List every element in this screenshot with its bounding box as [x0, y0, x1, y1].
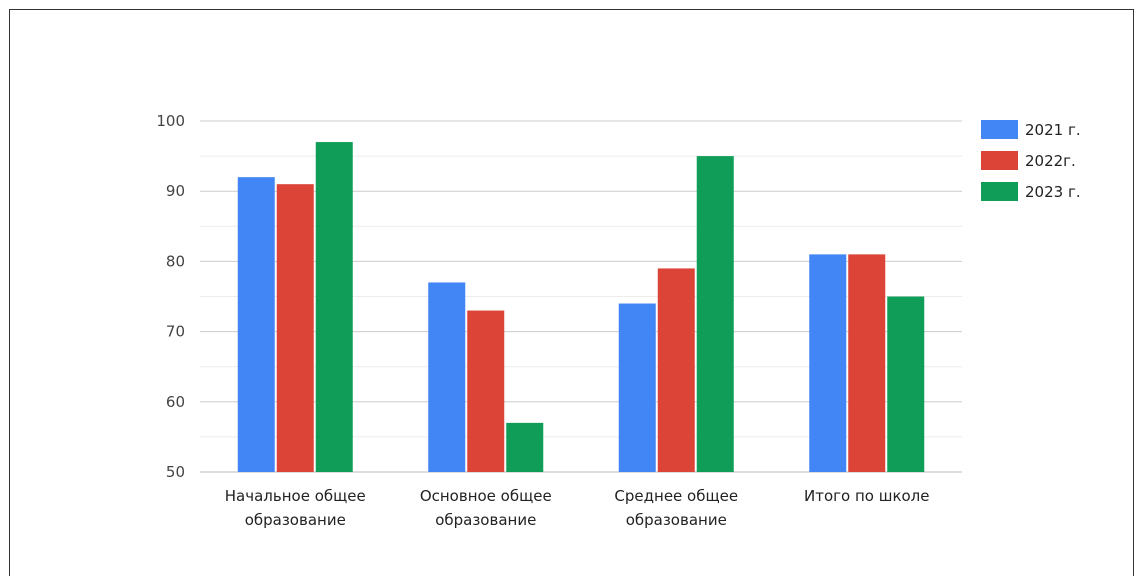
x-category-label: образование: [245, 511, 346, 529]
gridlines: [200, 120, 962, 473]
legend-label: 2023 г.: [1025, 183, 1081, 201]
bar: [506, 422, 544, 472]
y-tick-label: 100: [156, 112, 185, 130]
y-tick-label: 80: [166, 252, 185, 270]
chart-frame: [9, 9, 1134, 576]
x-category-label: Начальное общее: [225, 487, 366, 505]
y-tick-label: 50: [166, 463, 185, 481]
bar: [467, 310, 505, 472]
legend: 2021 г. 2022г. 2023 г.: [981, 120, 1081, 201]
bar: [696, 156, 734, 472]
bar: [809, 254, 847, 472]
legend-label: 2022г.: [1025, 152, 1076, 170]
x-category-label: Среднее общее: [614, 487, 738, 505]
legend-swatch: [981, 151, 1018, 170]
y-tick-label: 90: [166, 182, 185, 200]
x-category-label: Итого по школе: [804, 487, 930, 505]
bar: [848, 254, 886, 472]
y-tick-label: 70: [166, 323, 185, 341]
bar: [657, 268, 695, 472]
x-category-label: образование: [435, 511, 536, 529]
x-axis: Начальное общее образование Основное общее…: [225, 487, 930, 529]
bar: [887, 296, 925, 472]
y-axis: 50 60 70 80 90 100: [156, 112, 185, 481]
x-category-label: образование: [626, 511, 727, 529]
bars: [237, 142, 925, 472]
legend-label: 2021 г.: [1025, 121, 1081, 139]
legend-swatch: [981, 182, 1018, 201]
bar: [428, 282, 466, 472]
x-category-label: Основное общее: [420, 487, 552, 505]
legend-swatch: [981, 120, 1018, 139]
bar: [315, 142, 353, 472]
bar: [618, 303, 656, 472]
y-tick-label: 60: [166, 393, 185, 411]
bar: [276, 184, 314, 472]
bar: [237, 177, 275, 472]
